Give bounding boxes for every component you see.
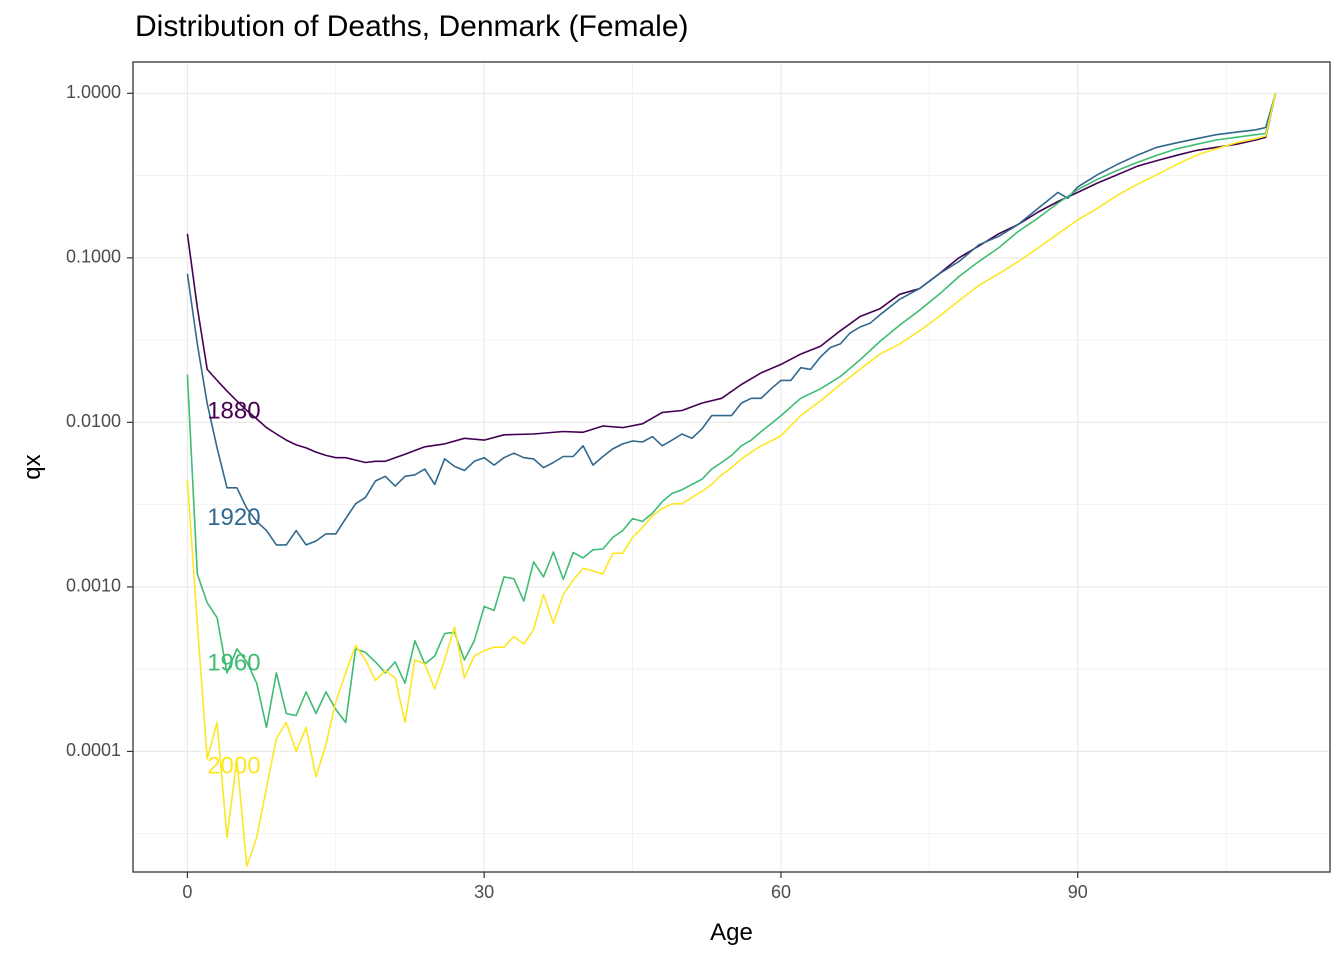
x-tick-label: 60 xyxy=(771,882,791,902)
series-label-2000: 2000 xyxy=(207,753,260,780)
y-tick-label: 0.0001 xyxy=(66,740,121,760)
x-axis: 0 30 60 90 xyxy=(182,872,1088,902)
series-labels: 1880 1920 1960 2000 xyxy=(207,398,260,780)
chart-title: Distribution of Deaths, Denmark (Female) xyxy=(135,10,689,43)
plot-panel-border xyxy=(132,61,1331,873)
y-axis: 0.0001 0.0010 0.0100 0.1000 1.0000 xyxy=(66,82,133,760)
y-tick-label: 1.0000 xyxy=(66,82,121,102)
y-tick-label: 0.1000 xyxy=(66,247,121,267)
series-line-1880 xyxy=(186,93,1277,464)
series-lines xyxy=(186,93,1277,868)
grid-lines xyxy=(133,62,1330,872)
x-tick-label: 90 xyxy=(1068,882,1088,902)
series-label-1960: 1960 xyxy=(207,649,260,676)
series-line-2000 xyxy=(186,93,1277,868)
y-tick-label: 0.0100 xyxy=(66,411,121,431)
y-axis-title: qx xyxy=(19,454,46,479)
x-tick-label: 30 xyxy=(474,882,494,902)
series-line-1920 xyxy=(186,93,1277,546)
y-tick-label: 0.0010 xyxy=(66,576,121,596)
series-label-1920: 1920 xyxy=(207,504,260,531)
series-line-1960 xyxy=(186,93,1277,729)
x-tick-label: 0 xyxy=(182,882,192,902)
series-label-1880: 1880 xyxy=(207,398,260,425)
x-axis-title: Age xyxy=(710,919,753,946)
